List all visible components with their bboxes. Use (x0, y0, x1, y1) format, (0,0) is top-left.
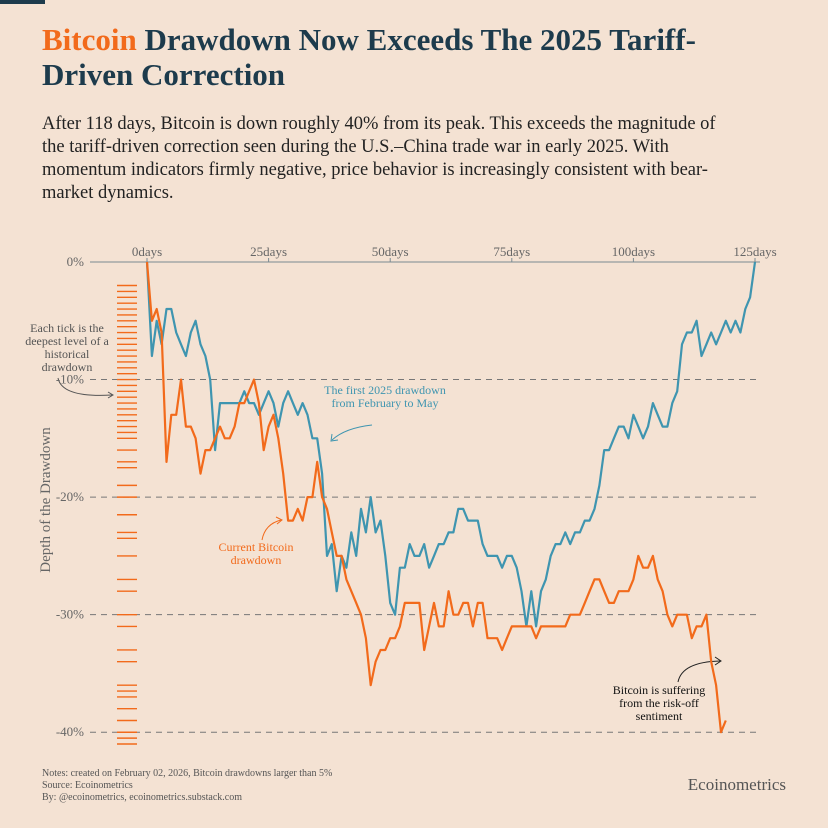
annotation: Bitcoin is suffering from the risk-off s… (612, 683, 706, 723)
subtitle: After 118 days, Bitcoin is down roughly … (42, 114, 716, 203)
x-tick-label: 0days (132, 244, 162, 259)
title-highlight: Bitcoin (42, 22, 137, 57)
x-tick-label: 100days (612, 244, 655, 259)
note: Source: Ecoinometrics (42, 780, 133, 791)
y-tick-label: -10% (56, 372, 84, 387)
note: By: @ecoinometrics, ecoinometrics.substa… (42, 792, 242, 803)
arrow-head (107, 391, 114, 399)
series-annotation: Current Bitcoin drawdown (218, 540, 294, 567)
annotation: Each tick is the deepest level of a hist… (25, 321, 109, 374)
arrow-head (714, 656, 722, 666)
arrow (57, 377, 113, 396)
annotation-arrows (57, 377, 722, 683)
arrow (331, 424, 373, 441)
arrow (261, 519, 282, 541)
series-line (145, 261, 727, 734)
y-tick-label: -40% (56, 724, 84, 739)
x-tick-label: 125days (733, 244, 776, 259)
brand: Ecoinometrics (687, 775, 786, 794)
series-line (145, 261, 757, 628)
y-tick-label: -20% (56, 489, 84, 504)
title-text: Drawdown Now Exceeds The 2025 Tariff-Dri… (42, 22, 696, 92)
arrow-head (330, 433, 339, 442)
notes: Notes: created on February 02, 2026, Bit… (42, 768, 332, 804)
x-tick-label: 50days (372, 244, 409, 259)
y-tick-label: 0% (67, 254, 85, 269)
x-tick-label: 75days (493, 244, 530, 259)
y-axis-label: Depth of the Drawdown (38, 427, 54, 573)
arrow-head (275, 516, 283, 525)
x-tick-label: 25days (250, 244, 287, 259)
arrow (677, 660, 721, 683)
y-tick-label: -30% (56, 607, 84, 622)
series-annotation: The first 2025 drawdown from February to… (324, 383, 446, 410)
corner-mark (0, 0, 45, 4)
title: Bitcoin Drawdown Now Exceeds The 2025 Ta… (42, 22, 762, 92)
note: Notes: created on February 02, 2026, Bit… (42, 768, 333, 779)
